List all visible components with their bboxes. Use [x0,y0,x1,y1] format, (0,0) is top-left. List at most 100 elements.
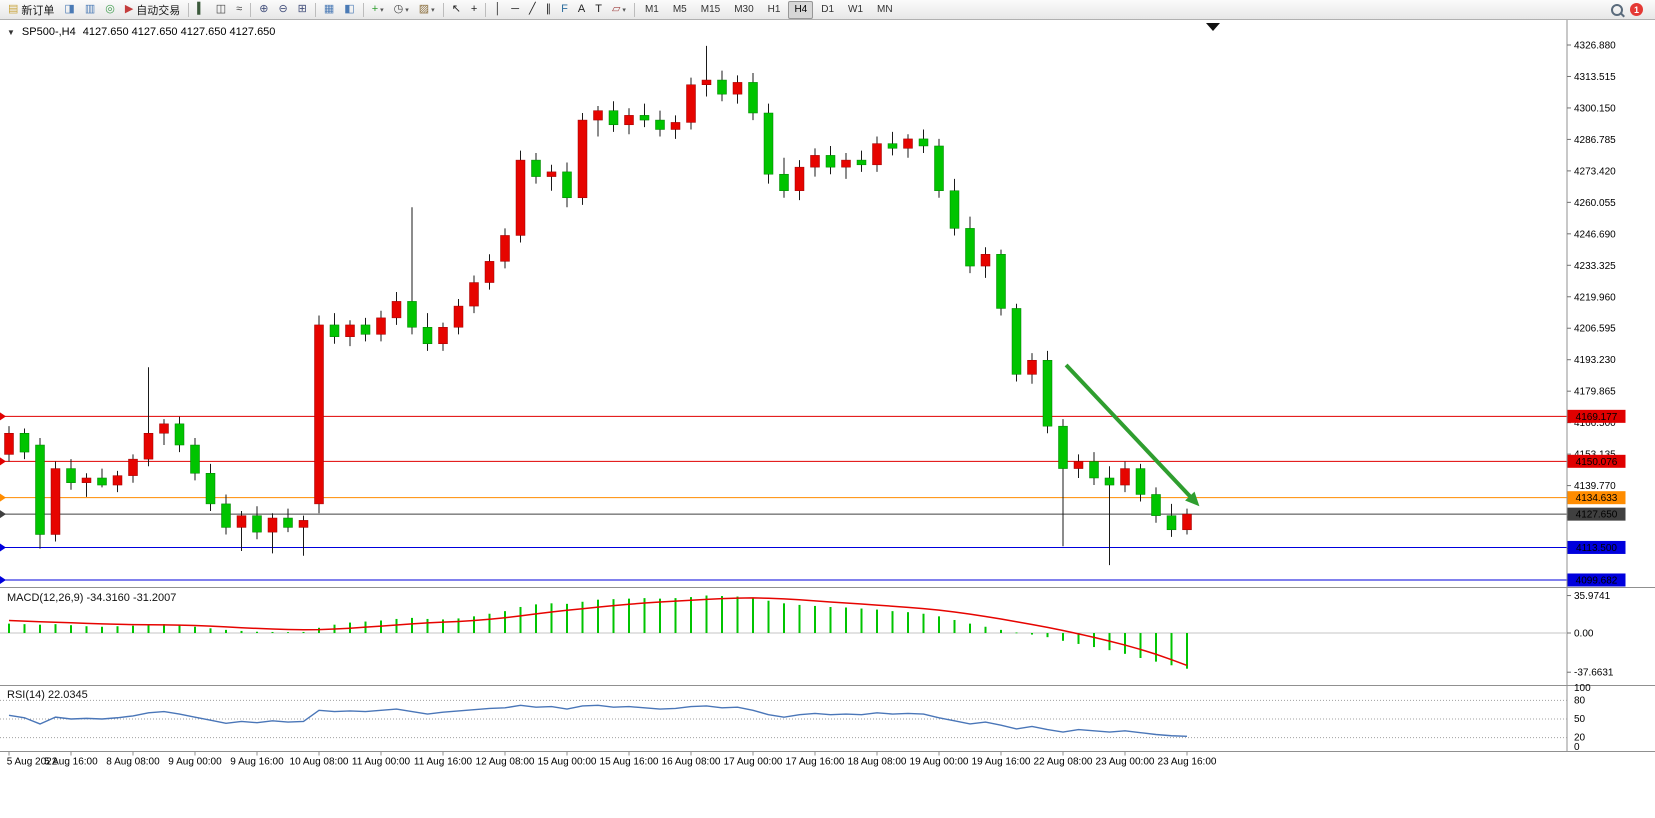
fibonacci-icon[interactable]: F [557,1,572,19]
macd-histogram-bar [163,624,165,633]
bull-candle [593,110,603,121]
time-tick-label: 12 Aug 08:00 [476,757,535,768]
macd-histogram-bar [845,607,847,633]
graphic-objects-icon-glyph: ▱ [611,3,621,15]
toolbar-separator [633,2,635,17]
autotrading-glyph: ▶ [124,3,134,15]
chart-background [0,20,1655,818]
macd-histogram-bar [473,616,475,633]
timeframe-m5-button[interactable]: M5 [672,4,687,15]
data-window-icon[interactable]: ▥ [81,1,99,19]
timeframe-mn-button[interactable]: MN [877,4,893,15]
horizontal-line-icon[interactable]: ─ [507,1,523,19]
bar-chart-icon[interactable]: ▍ [193,1,209,19]
vertical-line-icon[interactable]: │ [490,1,505,19]
trendline-icon[interactable]: ╱ [525,1,540,19]
periods-icon[interactable]: ◷ ▾ [390,1,413,19]
macd-histogram-bar [891,611,894,633]
strategy-tester-icon[interactable]: ◎ [101,1,119,19]
bull-candle [577,119,588,199]
macd-histogram-bar [659,598,661,633]
time-tick-label: 19 Aug 16:00 [972,757,1031,768]
macd-histogram-bar [178,625,181,633]
rsi-axis-label: 100 [1574,683,1591,694]
price-tick-label: 4300.150 [1574,103,1616,114]
price-level-badge: 4099.682 [1567,573,1626,587]
crosshair-icon[interactable]: + [467,1,481,19]
timeframe-d1-button[interactable]: D1 [821,4,835,15]
macd-histogram-bar [504,611,506,633]
bear-candle [190,444,200,474]
macd-label: MACD(12,26,9) -34.3160 -31.2007 [7,592,177,604]
bear-candle [717,79,727,95]
macd-histogram-bar [395,618,398,633]
notification-badge[interactable]: 1 [1630,3,1643,16]
bull-candle [438,327,448,345]
macd-histogram-bar [643,598,646,633]
chart-profiles-icon[interactable]: ◨ [60,1,78,19]
bull-candle [50,468,61,535]
timeframe-m30-button[interactable]: M30 [734,4,754,15]
tile-windows-icon[interactable]: ⊞ [294,1,311,19]
line-left-marker-icon [0,510,6,519]
time-tick-label: 9 Aug 16:00 [230,757,284,768]
graphic-objects-icon[interactable]: ▱ ▾ [608,1,630,19]
svg-text:4150.076: 4150.076 [1576,457,1618,468]
hlines-layer [0,412,1567,584]
zoom-out-icon[interactable]: ⊖ [274,1,291,19]
new-order-button[interactable]: ▤ 新订单 [4,1,58,19]
timeframe-h4-button[interactable]: H4 [788,0,814,19]
candlestick-chart-icon[interactable]: ◫ [212,1,230,19]
bull-candle [841,159,851,168]
macd-histogram-bar [736,596,739,633]
timeframe-m1-button[interactable]: M1 [644,4,659,15]
text-icon[interactable]: A [574,1,589,19]
line-chart-icon[interactable]: ≈ [232,1,246,19]
indicators-add-icon[interactable]: + ▾ [368,1,388,19]
cascade-windows-icon[interactable]: ◧ [340,1,358,19]
price-tick-label: 4166.500 [1574,418,1616,429]
autotrading-button[interactable]: ▶ 自动交易 [121,1,184,19]
macd-histogram-bar [1093,633,1095,648]
chart-collapse-icon[interactable]: ▼ [7,27,15,37]
bull-candle [298,520,309,528]
dropdown-caret-icon[interactable]: ▾ [622,6,626,14]
trend-arrow-shaft [1064,363,1194,501]
bull-candle [515,159,526,236]
toolbar-separator [442,2,444,17]
timeframe-m15-button[interactable]: M15 [700,4,721,15]
macd-histogram-bar [1046,633,1049,638]
dropdown-caret-icon[interactable]: ▾ [431,6,435,14]
cursor-icon-glyph: ↖ [451,3,461,15]
equidistant-channel-icon-glyph: ∥ [545,3,552,15]
line-left-marker-icon [0,412,6,421]
chart-shift-marker-icon[interactable] [1206,23,1220,31]
bull-candle [686,84,696,123]
bear-candle [748,82,758,114]
macd-histogram-bar [225,629,227,633]
price-axis: 4326.880 4313.515 4300.150 4286.785 4273.420… [1567,41,1626,587]
chart-ohlc: 4127.650 4127.650 4127.650 4127.650 [82,26,276,38]
bull-candle [159,423,169,434]
zoom-in-icon[interactable]: ⊕ [255,1,272,19]
bull-candle [112,475,123,486]
dropdown-caret-icon[interactable]: ▾ [405,6,409,14]
time-tick-label: 19 Aug 00:00 [910,757,969,768]
dropdown-caret-icon[interactable]: ▾ [380,6,384,14]
timeframe-w1-button[interactable]: W1 [848,4,864,15]
equidistant-channel-icon[interactable]: ∥ [542,1,556,19]
bull-candle [453,305,464,328]
price-level-badge: 4169.177 [1567,409,1626,423]
cursor-icon[interactable]: ↖ [448,1,465,19]
macd-histogram-bar [116,626,119,633]
timeframe-h1-button[interactable]: H1 [767,4,781,15]
search-icon[interactable] [1611,3,1623,16]
templates-icon[interactable]: ▨ ▾ [415,1,439,19]
trend-arrow-annotation[interactable] [1064,363,1200,507]
bull-candle [701,79,712,85]
chart-canvas[interactable]: 4326.880 4313.515 4300.150 4286.785 4273.420… [0,20,1655,818]
macd-histogram-bar [1170,633,1173,666]
text-label-icon[interactable]: T [591,1,606,19]
auto-arrange-icon[interactable]: ▦ [320,1,338,19]
macd-histogram-bar [907,612,909,633]
